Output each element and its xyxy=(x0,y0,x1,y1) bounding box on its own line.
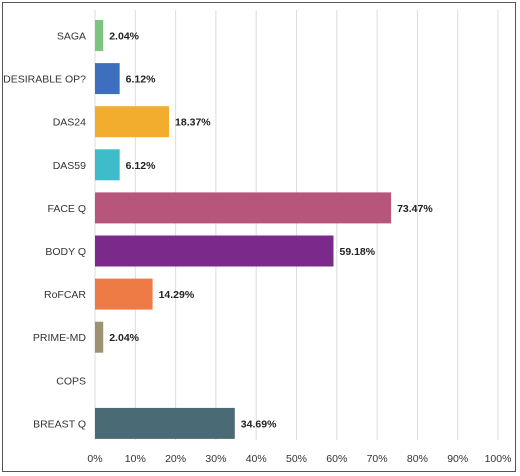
value-label: 2.04% xyxy=(109,31,139,43)
value-label: 6.12% xyxy=(126,74,156,86)
x-tick-label: 50% xyxy=(286,453,307,465)
category-label: FACE Q xyxy=(47,203,86,215)
bar xyxy=(95,407,235,439)
bar xyxy=(95,63,120,95)
value-label: 73.47% xyxy=(397,203,433,215)
value-label: 2.04% xyxy=(109,332,139,344)
bar xyxy=(95,321,104,353)
category-label: SAGA xyxy=(57,31,86,43)
bar xyxy=(95,149,120,181)
value-label: 6.12% xyxy=(126,160,156,172)
category-label: BREAST Q xyxy=(33,418,86,430)
x-tick-label: 80% xyxy=(407,453,428,465)
bar xyxy=(95,235,334,267)
category-label: RoFCAR xyxy=(44,289,86,301)
x-tick-label: 70% xyxy=(367,453,388,465)
value-label: 59.18% xyxy=(339,246,375,258)
x-tick-label: 10% xyxy=(125,453,146,465)
bar xyxy=(95,192,392,224)
value-label: 14.29% xyxy=(159,289,195,301)
x-tick-label: 0% xyxy=(87,453,102,465)
bar xyxy=(95,106,170,138)
bar xyxy=(95,278,153,310)
x-tick-label: 20% xyxy=(165,453,186,465)
x-tick-label: 100% xyxy=(485,453,512,465)
value-label: 18.37% xyxy=(175,117,211,129)
category-label: BODY Q xyxy=(45,246,86,258)
x-tick-label: 30% xyxy=(205,453,226,465)
category-label: DAS24 xyxy=(53,117,86,129)
value-label: 34.69% xyxy=(241,418,277,430)
x-tick-label: 90% xyxy=(447,453,468,465)
category-label: COPS xyxy=(56,375,86,387)
category-label: DAS59 xyxy=(53,160,86,172)
x-tick-label: 60% xyxy=(326,453,347,465)
category-label: PRIME-MD xyxy=(33,332,86,344)
bar xyxy=(95,20,104,51)
x-tick-label: 40% xyxy=(246,453,267,465)
category-label: DESIRABLE OP? xyxy=(3,74,86,86)
